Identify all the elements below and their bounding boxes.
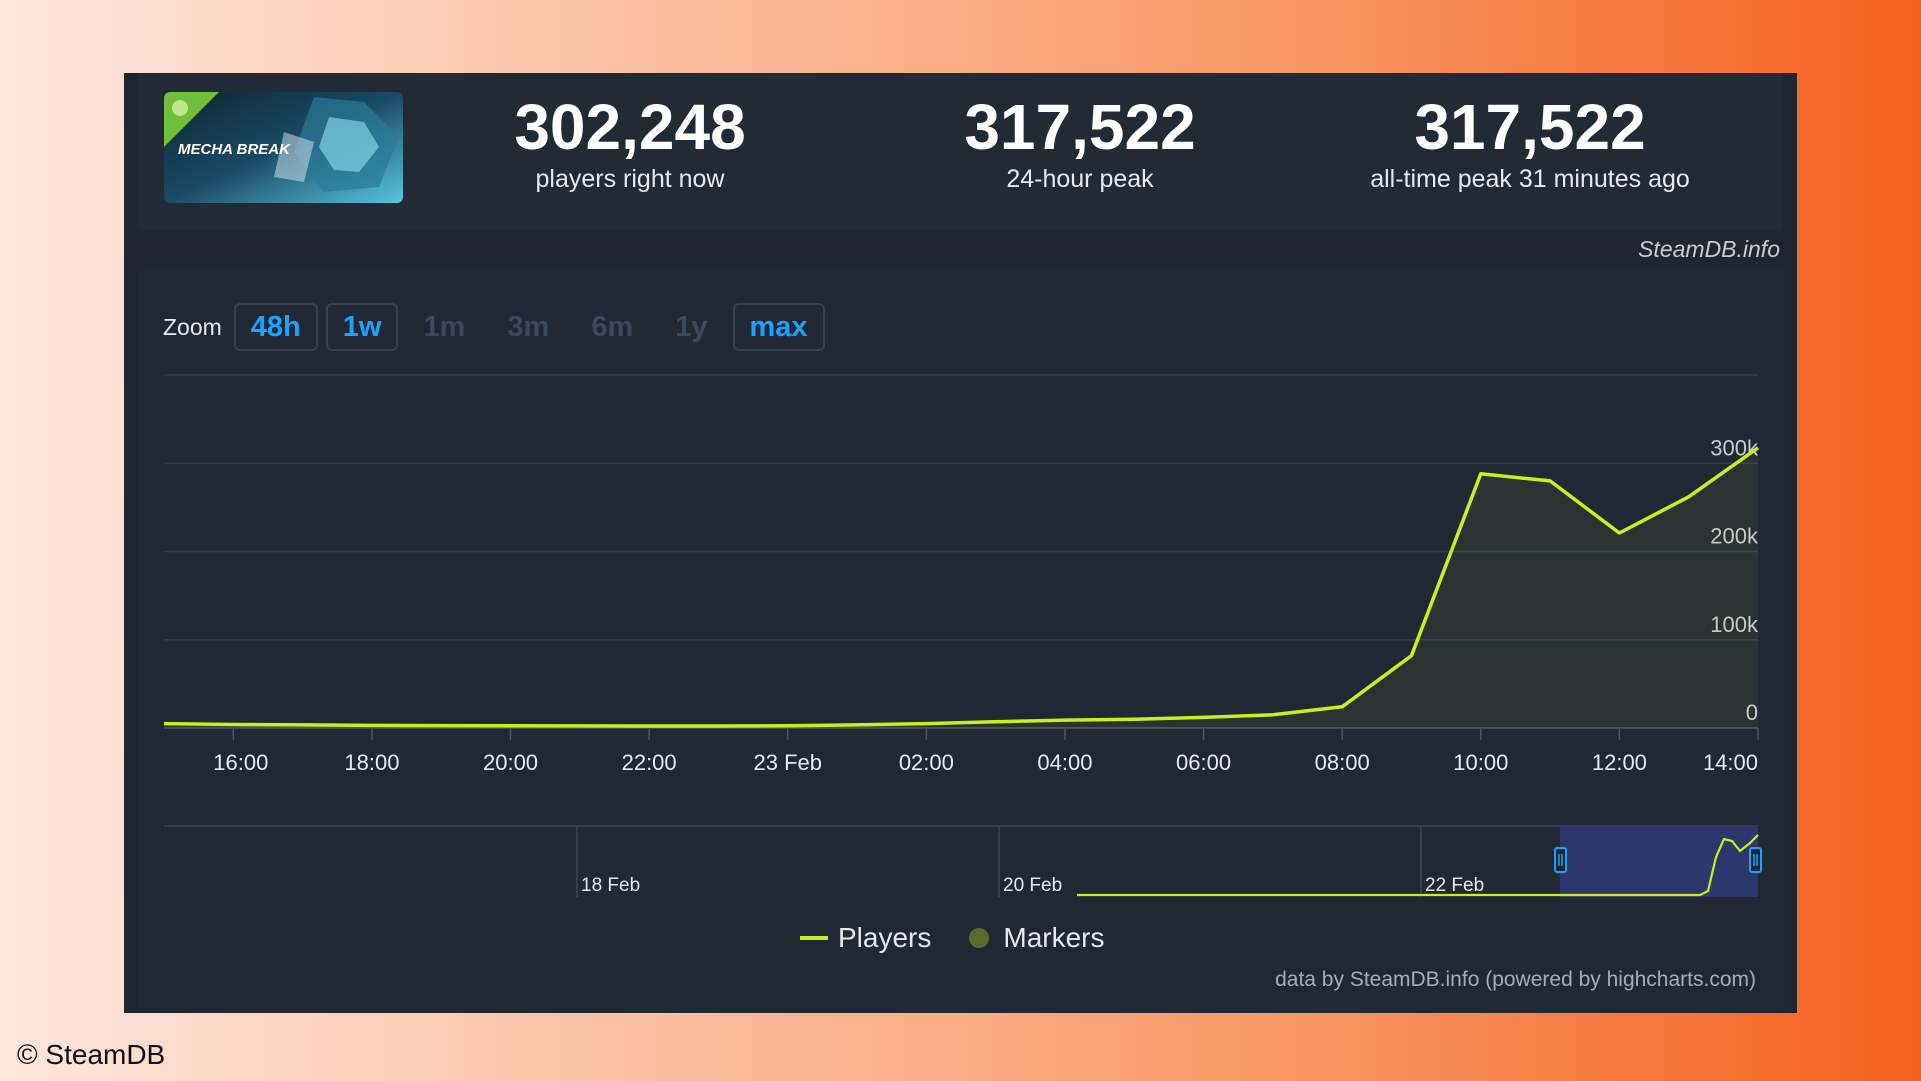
copyright: © SteamDB bbox=[17, 1039, 166, 1070]
legend-item-players[interactable]: Players bbox=[800, 922, 931, 954]
x-tick-label: 04:00 bbox=[1037, 750, 1092, 775]
players-area bbox=[164, 447, 1758, 728]
x-tick-label: 16:00 bbox=[213, 750, 268, 775]
players-point[interactable] bbox=[163, 722, 166, 725]
peak-24h-label: 24-hour peak bbox=[1006, 165, 1154, 193]
players-line[interactable] bbox=[163, 446, 1760, 728]
players-point[interactable] bbox=[1410, 654, 1413, 657]
x-axis: 16:00 18:00 20:00 22:00 23 Feb 02:00 04:00 06:0… bbox=[164, 727, 1759, 775]
players-point[interactable] bbox=[1202, 716, 1205, 719]
x-tick-label: 18:00 bbox=[344, 750, 399, 775]
stats-header bbox=[138, 73, 1783, 231]
navigator-date-label: 22 Feb bbox=[1425, 875, 1484, 896]
players-point[interactable] bbox=[370, 724, 373, 727]
navigator-series-line bbox=[1077, 834, 1759, 897]
players-point[interactable] bbox=[1757, 446, 1760, 449]
stat-24h-peak: 317,522 24-hour peak bbox=[895, 90, 1265, 194]
game-logo-text: MECHA BREAK bbox=[178, 141, 291, 158]
legend-players-label: Players bbox=[838, 922, 932, 953]
players-point[interactable] bbox=[786, 724, 789, 727]
stat-players-now: 302,248 players right now bbox=[445, 90, 815, 194]
players-point[interactable] bbox=[440, 724, 443, 727]
legend-item-markers[interactable]: Markers bbox=[969, 922, 1105, 954]
zoom-6m-button[interactable]: 6m bbox=[591, 310, 634, 343]
x-tick-label: 20:00 bbox=[483, 750, 538, 775]
players-now-value: 302,248 bbox=[514, 91, 746, 163]
players-point[interactable] bbox=[232, 723, 235, 726]
zoom-max-button[interactable]: max bbox=[732, 303, 825, 351]
alltime-peak-value: 317,522 bbox=[1414, 91, 1646, 163]
x-tick-label: 22:00 bbox=[622, 750, 677, 775]
players-point[interactable] bbox=[994, 720, 997, 723]
game-logo-image: MECHA BREAK bbox=[164, 92, 403, 203]
players-now-label: players right now bbox=[535, 165, 725, 193]
zoom-bar: Zoom 48h 1w 1m 3m 6m 1y max bbox=[163, 302, 833, 352]
players-point[interactable] bbox=[856, 723, 859, 726]
players-point[interactable] bbox=[925, 722, 928, 725]
players-point[interactable] bbox=[1133, 718, 1136, 721]
players-point[interactable] bbox=[717, 724, 720, 727]
players-line-icon bbox=[800, 936, 828, 940]
zoom-48h-button[interactable]: 48h bbox=[233, 303, 318, 351]
players-point[interactable] bbox=[1687, 495, 1690, 498]
navigator-date-label: 18 Feb bbox=[581, 875, 640, 896]
zoom-1y-button[interactable]: 1y bbox=[675, 310, 708, 343]
chart-legend: Players Markers bbox=[800, 922, 1143, 954]
players-point[interactable] bbox=[301, 723, 304, 726]
y-tick-label: 100k bbox=[1710, 612, 1759, 637]
players-point[interactable] bbox=[578, 724, 581, 727]
players-point[interactable] bbox=[648, 724, 651, 727]
game-thumbnail[interactable]: MECHA BREAK bbox=[164, 92, 403, 203]
alltime-peak-label: all-time peak 31 minutes ago bbox=[1370, 165, 1690, 193]
zoom-1w-button[interactable]: 1w bbox=[325, 303, 399, 351]
navigator-right-handle[interactable] bbox=[1749, 847, 1762, 873]
x-tick-label: 12:00 bbox=[1592, 750, 1647, 775]
navigator-date-label: 20 Feb bbox=[1003, 875, 1062, 896]
y-tick-label: 0 bbox=[1746, 700, 1758, 725]
players-point[interactable] bbox=[509, 724, 512, 727]
x-tick-label: 02:00 bbox=[899, 750, 954, 775]
legend-markers-label: Markers bbox=[1003, 922, 1105, 953]
data-credit[interactable]: data by SteamDB.info (powered by highcha… bbox=[1275, 968, 1756, 991]
zoom-3m-button[interactable]: 3m bbox=[507, 310, 550, 343]
stat-alltime-peak: 317,522 all-time peak 31 minutes ago bbox=[1330, 90, 1730, 194]
source-credit[interactable]: SteamDB.info bbox=[1638, 236, 1780, 262]
players-point[interactable] bbox=[1271, 713, 1274, 716]
x-tick-label: 23 Feb bbox=[753, 750, 822, 775]
markers-dot-icon bbox=[969, 928, 990, 948]
x-tick-label: 08:00 bbox=[1315, 750, 1370, 775]
x-tick-label: 10:00 bbox=[1453, 750, 1508, 775]
players-series[interactable] bbox=[163, 446, 1760, 728]
players-point[interactable] bbox=[1549, 479, 1552, 482]
y-tick-label: 300k bbox=[1710, 435, 1759, 460]
peak-24h-value: 317,522 bbox=[964, 91, 1196, 163]
players-point[interactable] bbox=[1479, 472, 1482, 475]
y-axis-labels: 0 100k 200k 300k bbox=[1710, 435, 1759, 725]
x-tick-label: 14:00 bbox=[1703, 750, 1758, 775]
navigator-selection[interactable] bbox=[1560, 826, 1758, 897]
players-point[interactable] bbox=[1341, 705, 1344, 708]
players-point[interactable] bbox=[1618, 531, 1621, 534]
y-tick-label: 200k bbox=[1710, 524, 1759, 549]
zoom-1m-button[interactable]: 1m bbox=[423, 310, 466, 343]
zoom-label: Zoom bbox=[163, 313, 222, 340]
navigator-left-handle[interactable] bbox=[1554, 847, 1567, 873]
x-tick-label: 06:00 bbox=[1176, 750, 1231, 775]
players-point[interactable] bbox=[1063, 719, 1066, 722]
navigator[interactable]: 18 Feb 20 Feb 22 Feb bbox=[164, 825, 1762, 897]
